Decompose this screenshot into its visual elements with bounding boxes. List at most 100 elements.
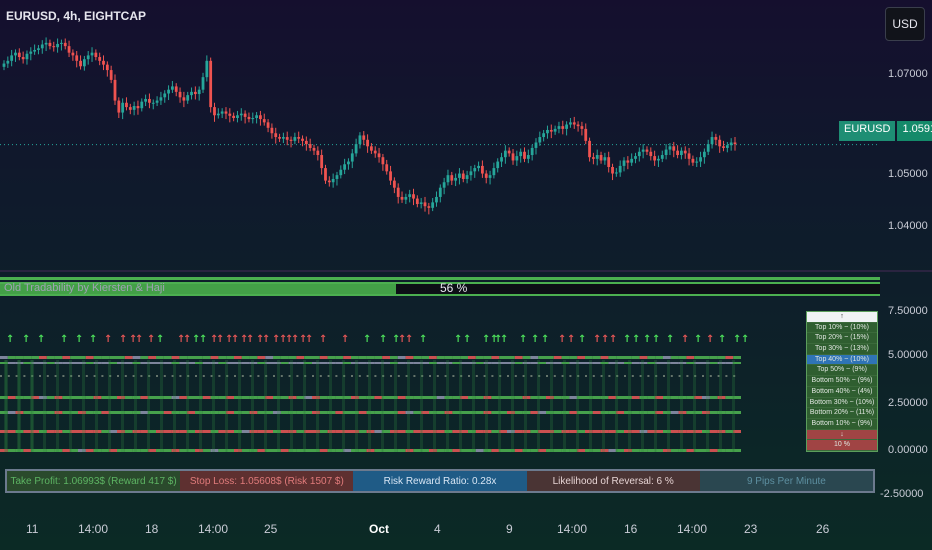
signal-column <box>667 360 670 452</box>
band-segment <box>694 362 702 364</box>
candle <box>389 165 392 185</box>
candle <box>14 49 17 62</box>
band-segment <box>530 411 539 414</box>
signal-column <box>654 360 657 452</box>
band-segment <box>577 396 585 399</box>
band-segment <box>569 430 578 433</box>
band-segment <box>117 396 125 399</box>
band-segment <box>54 356 63 359</box>
candle <box>706 139 710 156</box>
candle <box>216 108 220 119</box>
band-segment <box>140 449 149 452</box>
band-segment <box>70 356 78 359</box>
band-segment <box>109 449 117 452</box>
time-axis-label: 14:00 <box>198 522 229 536</box>
sell-arrow-icon: ↑ <box>231 334 239 345</box>
band-segment <box>702 411 710 414</box>
band-segment <box>62 375 65 377</box>
band-segment <box>351 396 359 399</box>
band-segment <box>444 449 453 452</box>
band-segment <box>0 362 8 364</box>
buy-arrow-icon: ↑ <box>718 334 726 345</box>
band-segment <box>358 430 367 433</box>
candle <box>362 131 366 146</box>
candle <box>182 91 186 108</box>
band-segment <box>678 356 687 359</box>
band-segment <box>530 356 539 359</box>
candle <box>419 198 423 209</box>
band-segment <box>475 411 484 414</box>
pane-divider[interactable] <box>0 270 932 272</box>
band-segment <box>569 375 572 377</box>
band-segment <box>31 396 39 399</box>
candle <box>10 49 14 67</box>
sell-arrow-icon: ↑ <box>262 334 270 345</box>
indicator-pane[interactable]: ↑ ↑ ↑ ↑ ↑ ↑ ↑ ↑ ↑↑ ↑ ↑ ↑↑ ↑↑ ↑↑ ↑↑ ↑↑ ↑↑ ↑↑↑↑ ↑↑ ↑ ↑ ↑ ↑ ↑↑↑ ↑ ↑ ↑… <box>0 300 805 460</box>
band-segment <box>156 356 164 359</box>
buy-arrow-icon: ↑ <box>454 334 462 345</box>
pips-per-minute-label: 9 Pips Per Minute <box>699 471 874 491</box>
band-segment <box>647 411 656 414</box>
band-segment <box>725 411 734 414</box>
band-segment <box>171 356 180 359</box>
band-segment <box>592 362 601 364</box>
band-segment <box>218 396 227 399</box>
band-segment <box>585 356 593 359</box>
band-segment <box>444 411 453 414</box>
band-segment <box>85 396 94 399</box>
band-segment <box>483 375 486 377</box>
band-segment <box>319 430 328 433</box>
band-segment <box>23 411 32 414</box>
band-segment <box>452 430 461 433</box>
band-segment <box>655 396 663 399</box>
indicator-title[interactable]: Old Tradability by Kiersten & Haji <box>4 282 165 294</box>
band-segment <box>171 430 180 433</box>
currency-button[interactable]: USD <box>885 7 925 41</box>
band-segment <box>39 430 47 433</box>
band-segment <box>241 449 250 452</box>
band-segment <box>335 362 344 364</box>
band-segment <box>592 411 601 414</box>
band-segment <box>413 375 416 377</box>
candle <box>343 158 347 175</box>
candle <box>626 156 630 170</box>
band-segment <box>460 430 468 433</box>
candle <box>373 146 377 158</box>
band-segment <box>15 430 24 433</box>
band-segment <box>195 411 203 414</box>
sell-arrow-icon: ↑ <box>706 334 714 345</box>
band-segment <box>23 362 32 364</box>
band-segment <box>413 411 422 414</box>
band-segment <box>23 356 32 359</box>
band-segment <box>702 449 710 452</box>
band-segment <box>15 449 24 452</box>
band-segment <box>413 362 422 364</box>
candle <box>278 133 281 142</box>
band-segment <box>382 449 390 452</box>
band-segment <box>600 362 609 364</box>
band-segment <box>280 396 289 399</box>
buy-arrow-icon: ↑ <box>37 334 45 345</box>
candle <box>431 198 435 212</box>
risk-reward-label: Risk Reward Ratio: 0.28x <box>353 471 527 491</box>
band-segment <box>15 362 24 364</box>
candle <box>488 170 492 185</box>
band-segment <box>202 411 211 414</box>
band-segment <box>0 396 8 399</box>
buy-arrow-icon: ↑ <box>75 334 83 345</box>
candle <box>622 157 626 172</box>
band-segment <box>241 396 250 399</box>
band-segment <box>54 375 57 377</box>
band-segment <box>218 449 227 452</box>
sell-arrow-icon: ↑ <box>279 334 287 345</box>
band-segment <box>413 430 422 433</box>
band-segment <box>156 411 164 414</box>
price-chart[interactable] <box>0 0 880 270</box>
candle <box>687 147 691 166</box>
band-segment <box>499 396 507 399</box>
band-segment <box>343 430 351 433</box>
candle <box>186 91 190 104</box>
band-segment <box>561 375 564 377</box>
band-segment <box>46 375 49 377</box>
band-segment <box>382 362 390 364</box>
